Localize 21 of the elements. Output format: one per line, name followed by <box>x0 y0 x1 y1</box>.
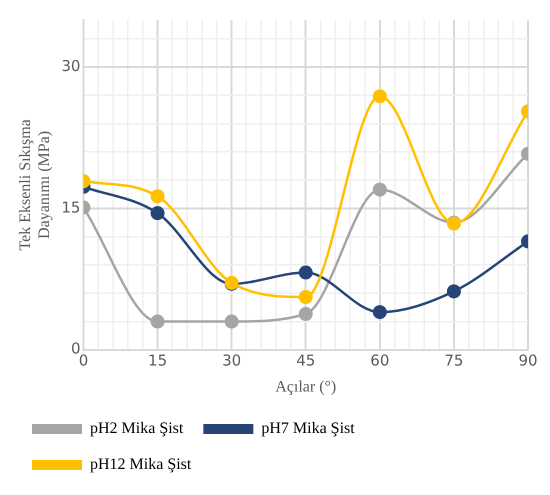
point <box>298 290 313 304</box>
y-tick-label: 30 <box>61 57 80 76</box>
legend-label: pH7 Mika Şist <box>261 420 356 438</box>
point <box>372 89 387 104</box>
x-tick-label: 45 <box>296 352 316 370</box>
x-tick-label: 75 <box>444 352 464 370</box>
x-tick-label: 90 <box>518 352 538 370</box>
point <box>224 314 239 329</box>
y-tick-label: 0 <box>70 340 80 358</box>
point <box>298 266 313 280</box>
legend-label: pH12 Mika Şist <box>90 456 192 474</box>
x-tick-label: 60 <box>370 352 390 370</box>
x-tick-label: 30 <box>222 352 242 370</box>
point <box>372 305 387 320</box>
legend-label: pH2 Mika Şist <box>90 420 184 438</box>
y-axis-title: Tek Eksenli Sıkışma Dayanımı (MPa) <box>16 119 54 251</box>
y-tick-label: 15 <box>61 198 80 216</box>
point <box>298 306 313 321</box>
x-axis-title: Açılar (°) <box>275 378 336 396</box>
x-tick-label: 15 <box>148 352 168 370</box>
point <box>372 182 387 197</box>
